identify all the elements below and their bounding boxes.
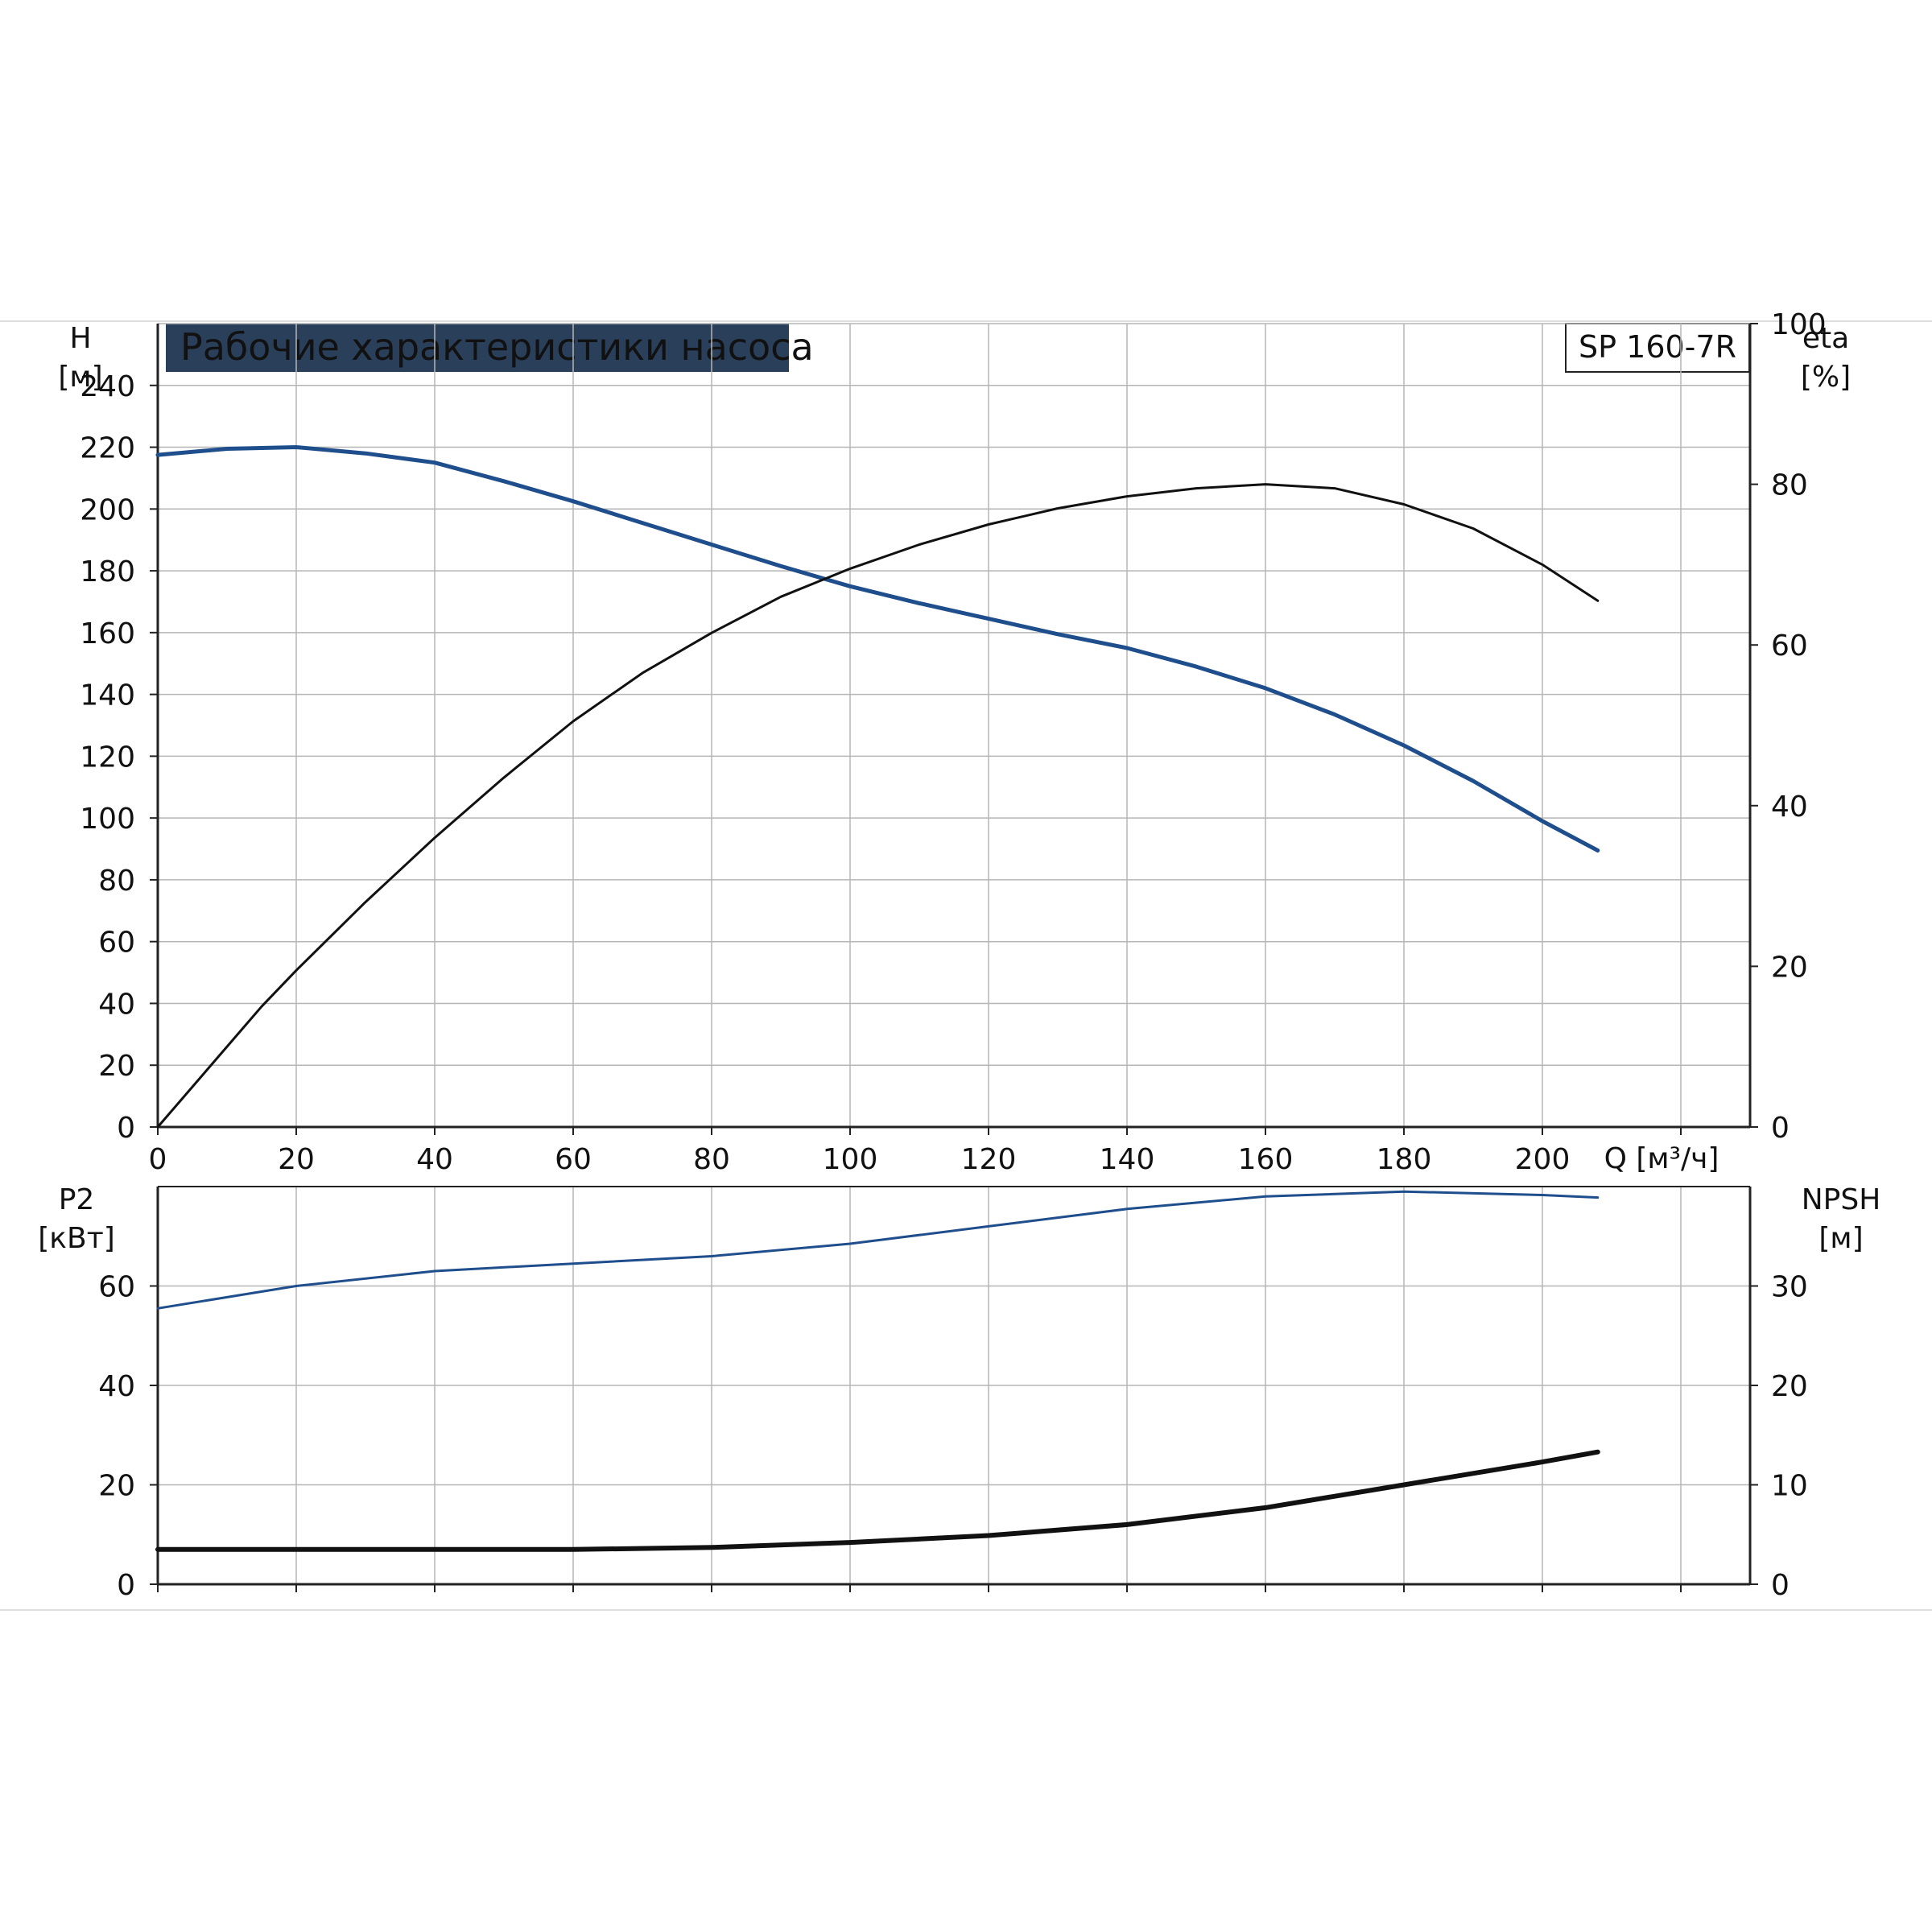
x-tick-label: 200 (1515, 1143, 1571, 1176)
y-tick-label: 220 (80, 432, 135, 465)
q-axis-label: Q [м³/ч] (1604, 1142, 1719, 1175)
series-line-p2 (156, 1190, 1600, 1310)
model-label-box: SP 160-7R (1565, 323, 1750, 373)
eta-axis-label: eta (1802, 322, 1849, 355)
y2-tick-label: 0 (1771, 1569, 1790, 1602)
y-tick-label: 160 (80, 617, 135, 650)
y-tick-label: 180 (80, 555, 135, 588)
y-tick-label: 40 (98, 1370, 135, 1403)
y2-tick-label: 100 (1771, 308, 1827, 341)
y-tick-label: 200 (80, 493, 135, 526)
x-tick-label: 180 (1377, 1143, 1432, 1176)
y2-tick-label: 20 (1771, 951, 1808, 984)
x-tick-label: 160 (1238, 1143, 1294, 1176)
y2-tick-label: 0 (1771, 1112, 1790, 1145)
x-tick-label: 100 (823, 1143, 878, 1176)
y-tick-label: 0 (117, 1112, 135, 1145)
y2-tick-label: 20 (1771, 1370, 1808, 1403)
y-tick-label: 80 (98, 865, 135, 898)
npsh-axis-unit: [м] (1818, 1222, 1863, 1255)
y-tick-label: 60 (98, 1271, 135, 1304)
power-npsh-plot: 0 20 40 60 0 10 20 30 (98, 1186, 1808, 1602)
x-tick-label: 80 (693, 1143, 730, 1176)
y-tick-label: 20 (98, 1050, 135, 1083)
h-axis-label: H (69, 322, 91, 355)
y2-tick-label: 60 (1771, 630, 1808, 663)
y2-tick-label: 10 (1771, 1470, 1808, 1503)
h-axis-unit: [м] (58, 361, 102, 394)
y-tick-label: 60 (98, 927, 135, 960)
p2-axis-label: P2 (59, 1183, 95, 1216)
series-line-h (155, 445, 1600, 852)
y2-tick-label: 30 (1771, 1271, 1808, 1304)
x-tick-label: 140 (1100, 1143, 1155, 1176)
npsh-axis-label: NPSH (1802, 1183, 1881, 1216)
series-line-npsh (155, 1449, 1600, 1552)
series-line-eta (156, 483, 1600, 1129)
y-tick-label: 100 (80, 803, 135, 836)
eta-axis-unit: [%] (1801, 361, 1851, 394)
y-tick-label: 40 (98, 988, 135, 1021)
y-tick-label: 140 (80, 679, 135, 712)
y-tick-label: 120 (80, 741, 135, 774)
y2-tick-label: 40 (1771, 791, 1808, 824)
chart-title-banner: Рабочие характеристики насоса (166, 324, 814, 372)
head-efficiency-plot: 0204060801001201401601802002202400204060… (80, 308, 1826, 1176)
x-tick-label: 0 (149, 1143, 167, 1176)
chart-title: Рабочие характеристики насоса (180, 325, 814, 369)
y-tick-label: 0 (117, 1569, 135, 1602)
x-tick-label: 120 (961, 1143, 1017, 1176)
y2-tick-label: 80 (1771, 469, 1808, 502)
y-tick-label: 240 (80, 370, 135, 403)
x-tick-label: 40 (416, 1143, 453, 1176)
y-tick-label: 20 (98, 1470, 135, 1503)
p2-axis-unit: [кВт] (38, 1222, 115, 1255)
model-label: SP 160-7R (1579, 329, 1736, 365)
x-tick-label: 20 (278, 1143, 315, 1176)
x-tick-label: 60 (555, 1143, 592, 1176)
